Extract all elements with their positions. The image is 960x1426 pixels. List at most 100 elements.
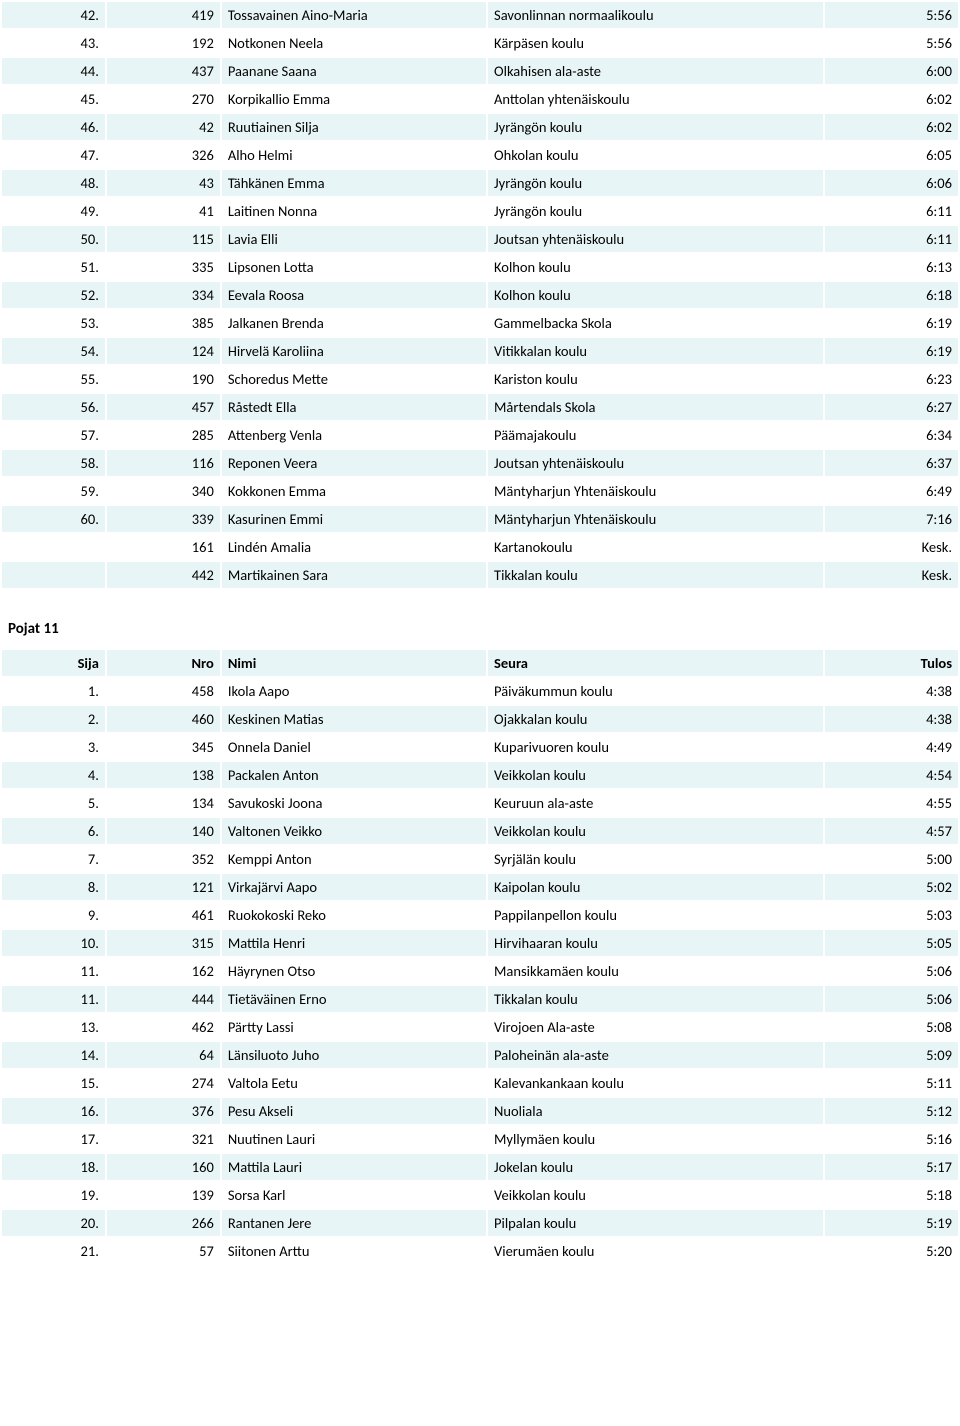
cell-sija: 3. <box>2 734 105 760</box>
cell-nro: 140 <box>107 818 220 844</box>
table-row: 442Martikainen SaraTikkalan kouluKesk. <box>2 562 958 588</box>
cell-sija: 45. <box>2 86 105 112</box>
cell-nro: 116 <box>107 450 220 476</box>
cell-nro: 315 <box>107 930 220 956</box>
cell-nimi: Onnela Daniel <box>222 734 486 760</box>
cell-nro: 42 <box>107 114 220 140</box>
cell-nimi: Tietäväinen Erno <box>222 986 486 1012</box>
cell-nro: 115 <box>107 226 220 252</box>
cell-tulos: 6:18 <box>825 282 958 308</box>
table-row: 18.160Mattila LauriJokelan koulu5:17 <box>2 1154 958 1180</box>
cell-nro: 190 <box>107 366 220 392</box>
cell-nimi: Packalen Anton <box>222 762 486 788</box>
table-row: 58.116Reponen VeeraJoutsan yhtenäiskoulu… <box>2 450 958 476</box>
cell-nimi: Mattila Lauri <box>222 1154 486 1180</box>
cell-tulos: 5:05 <box>825 930 958 956</box>
cell-sija: 1. <box>2 678 105 704</box>
cell-seura: Ojakkalan koulu <box>488 706 823 732</box>
header-seura: Seura <box>488 650 823 676</box>
cell-sija: 13. <box>2 1014 105 1040</box>
cell-nro: 442 <box>107 562 220 588</box>
cell-tulos: Kesk. <box>825 534 958 560</box>
cell-nimi: Mattila Henri <box>222 930 486 956</box>
cell-sija: 46. <box>2 114 105 140</box>
cell-nro: 121 <box>107 874 220 900</box>
cell-nro: 437 <box>107 58 220 84</box>
results-table-2: SijaNroNimiSeuraTulos1.458Ikola AapoPäiv… <box>0 648 960 1266</box>
cell-tulos: 5:20 <box>825 1238 958 1264</box>
cell-nimi: Ruutiainen Silja <box>222 114 486 140</box>
table-header-row: SijaNroNimiSeuraTulos <box>2 650 958 676</box>
cell-tulos: 5:18 <box>825 1182 958 1208</box>
cell-seura: Päämajakoulu <box>488 422 823 448</box>
cell-seura: Kartanokoulu <box>488 534 823 560</box>
cell-nimi: Pärtty Lassi <box>222 1014 486 1040</box>
cell-nro: 160 <box>107 1154 220 1180</box>
cell-sija: 60. <box>2 506 105 532</box>
cell-nro: 266 <box>107 1210 220 1236</box>
cell-nro: 458 <box>107 678 220 704</box>
cell-sija <box>2 562 105 588</box>
cell-sija: 58. <box>2 450 105 476</box>
cell-tulos: 6:19 <box>825 310 958 336</box>
cell-nimi: Pesu Akseli <box>222 1098 486 1124</box>
cell-tulos: 5:00 <box>825 846 958 872</box>
table-row: 9.461Ruokokoski RekoPappilanpellon koulu… <box>2 902 958 928</box>
cell-sija: 4. <box>2 762 105 788</box>
cell-nimi: Eevala Roosa <box>222 282 486 308</box>
cell-tulos: 5:56 <box>825 30 958 56</box>
cell-tulos: 5:06 <box>825 986 958 1012</box>
cell-tulos: Kesk. <box>825 562 958 588</box>
cell-seura: Vitikkalan koulu <box>488 338 823 364</box>
header-nro: Nro <box>107 650 220 676</box>
cell-sija: 16. <box>2 1098 105 1124</box>
cell-seura: Paloheinän ala-aste <box>488 1042 823 1068</box>
cell-seura: Jokelan koulu <box>488 1154 823 1180</box>
cell-nro: 192 <box>107 30 220 56</box>
cell-tulos: 4:55 <box>825 790 958 816</box>
cell-nimi: Lipsonen Lotta <box>222 254 486 280</box>
cell-seura: Jyrängön koulu <box>488 114 823 140</box>
cell-nro: 326 <box>107 142 220 168</box>
cell-tulos: 5:06 <box>825 958 958 984</box>
cell-nimi: Jalkanen Brenda <box>222 310 486 336</box>
table-row: 11.444Tietäväinen ErnoTikkalan koulu5:06 <box>2 986 958 1012</box>
cell-nimi: Kemppi Anton <box>222 846 486 872</box>
cell-nro: 444 <box>107 986 220 1012</box>
cell-seura: Mansikkamäen koulu <box>488 958 823 984</box>
cell-nimi: Valtonen Veikko <box>222 818 486 844</box>
cell-sija: 19. <box>2 1182 105 1208</box>
cell-tulos: 5:11 <box>825 1070 958 1096</box>
cell-tulos: 5:08 <box>825 1014 958 1040</box>
cell-nimi: Schoredus Mette <box>222 366 486 392</box>
cell-sija: 5. <box>2 790 105 816</box>
table-row: 53.385Jalkanen BrendaGammelbacka Skola6:… <box>2 310 958 336</box>
cell-nro: 340 <box>107 478 220 504</box>
cell-nro: 376 <box>107 1098 220 1124</box>
cell-sija: 7. <box>2 846 105 872</box>
cell-nimi: Ruokokoski Reko <box>222 902 486 928</box>
cell-nro: 461 <box>107 902 220 928</box>
table-row: 45.270Korpikallio EmmaAnttolan yhtenäisk… <box>2 86 958 112</box>
cell-nimi: Keskinen Matias <box>222 706 486 732</box>
cell-nro: 138 <box>107 762 220 788</box>
table-row: 48.43Tähkänen EmmaJyrängön koulu6:06 <box>2 170 958 196</box>
cell-seura: Keuruun ala-aste <box>488 790 823 816</box>
cell-nimi: Hirvelä Karoliina <box>222 338 486 364</box>
cell-seura: Kariston koulu <box>488 366 823 392</box>
cell-nro: 321 <box>107 1126 220 1152</box>
results-table-1: 42.419Tossavainen Aino-MariaSavonlinnan … <box>0 0 960 590</box>
cell-sija: 10. <box>2 930 105 956</box>
table-row: 16.376Pesu AkseliNuoliala5:12 <box>2 1098 958 1124</box>
cell-sija: 14. <box>2 1042 105 1068</box>
cell-tulos: 6:00 <box>825 58 958 84</box>
cell-seura: Jyrängön koulu <box>488 170 823 196</box>
cell-sija <box>2 534 105 560</box>
cell-nimi: Savukoski Joona <box>222 790 486 816</box>
table-row: 44.437Paanane SaanaOlkahisen ala-aste6:0… <box>2 58 958 84</box>
cell-sija: 57. <box>2 422 105 448</box>
cell-nimi: Paanane Saana <box>222 58 486 84</box>
cell-tulos: 6:19 <box>825 338 958 364</box>
cell-nro: 270 <box>107 86 220 112</box>
cell-nro: 43 <box>107 170 220 196</box>
